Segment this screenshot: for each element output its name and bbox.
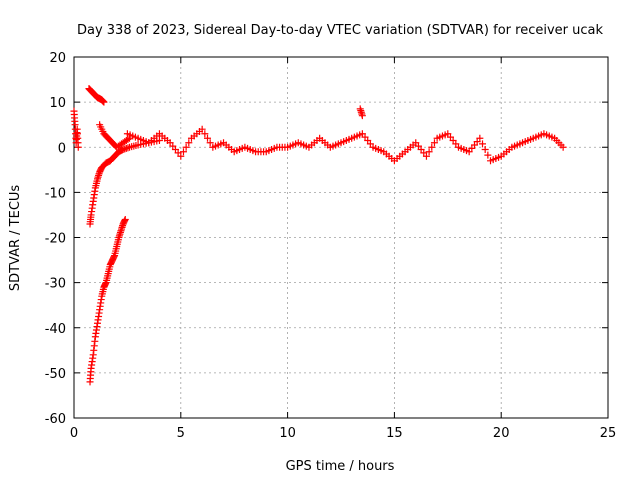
data-point bbox=[204, 134, 211, 142]
data-point bbox=[185, 139, 193, 147]
data-point bbox=[479, 140, 487, 148]
x-tick-label: 15 bbox=[386, 426, 403, 441]
data-point bbox=[559, 143, 567, 151]
data-point bbox=[425, 148, 433, 156]
data-point bbox=[201, 130, 209, 138]
y-tick-label: -40 bbox=[45, 322, 66, 337]
data-point bbox=[74, 143, 82, 151]
data-point bbox=[177, 152, 185, 160]
data-point bbox=[430, 139, 438, 147]
x-tick-label: 25 bbox=[600, 426, 617, 441]
data-points bbox=[70, 85, 567, 386]
y-tick-label: -50 bbox=[45, 367, 66, 382]
data-point bbox=[422, 152, 430, 160]
grid bbox=[74, 57, 608, 418]
y-tick-label: 10 bbox=[49, 96, 66, 111]
y-tick-label: -20 bbox=[45, 232, 66, 247]
y-tick-label: -10 bbox=[45, 186, 66, 201]
data-point bbox=[155, 136, 163, 144]
data-point bbox=[121, 215, 129, 223]
chart-title: Day 338 of 2023, Sidereal Day-to-day VTE… bbox=[77, 23, 603, 38]
data-point bbox=[100, 98, 108, 106]
y-tick-label: 0 bbox=[58, 141, 66, 156]
data-point bbox=[476, 134, 484, 142]
y-tick-label: -30 bbox=[45, 277, 66, 292]
data-point bbox=[428, 143, 436, 151]
y-tick-label: 20 bbox=[49, 51, 66, 66]
data-point bbox=[358, 112, 366, 120]
data-point bbox=[179, 148, 187, 156]
data-point bbox=[182, 143, 190, 151]
axis-ticks: 0 5 10 15 20 25 -60 -50 -40 -30 -20 -10 0 10 20 bbox=[45, 51, 617, 441]
data-point bbox=[198, 125, 206, 133]
y-axis-label: SDTVAR / TECUs bbox=[8, 185, 23, 292]
x-tick-label: 0 bbox=[70, 426, 78, 441]
data-point bbox=[481, 146, 489, 154]
x-tick-label: 20 bbox=[493, 426, 510, 441]
data-point bbox=[484, 151, 492, 159]
x-tick-label: 5 bbox=[177, 426, 185, 441]
data-point bbox=[206, 139, 214, 147]
x-tick-label: 10 bbox=[279, 426, 296, 441]
y-tick-label: -60 bbox=[45, 412, 66, 427]
x-axis-label: GPS time / hours bbox=[286, 459, 395, 474]
